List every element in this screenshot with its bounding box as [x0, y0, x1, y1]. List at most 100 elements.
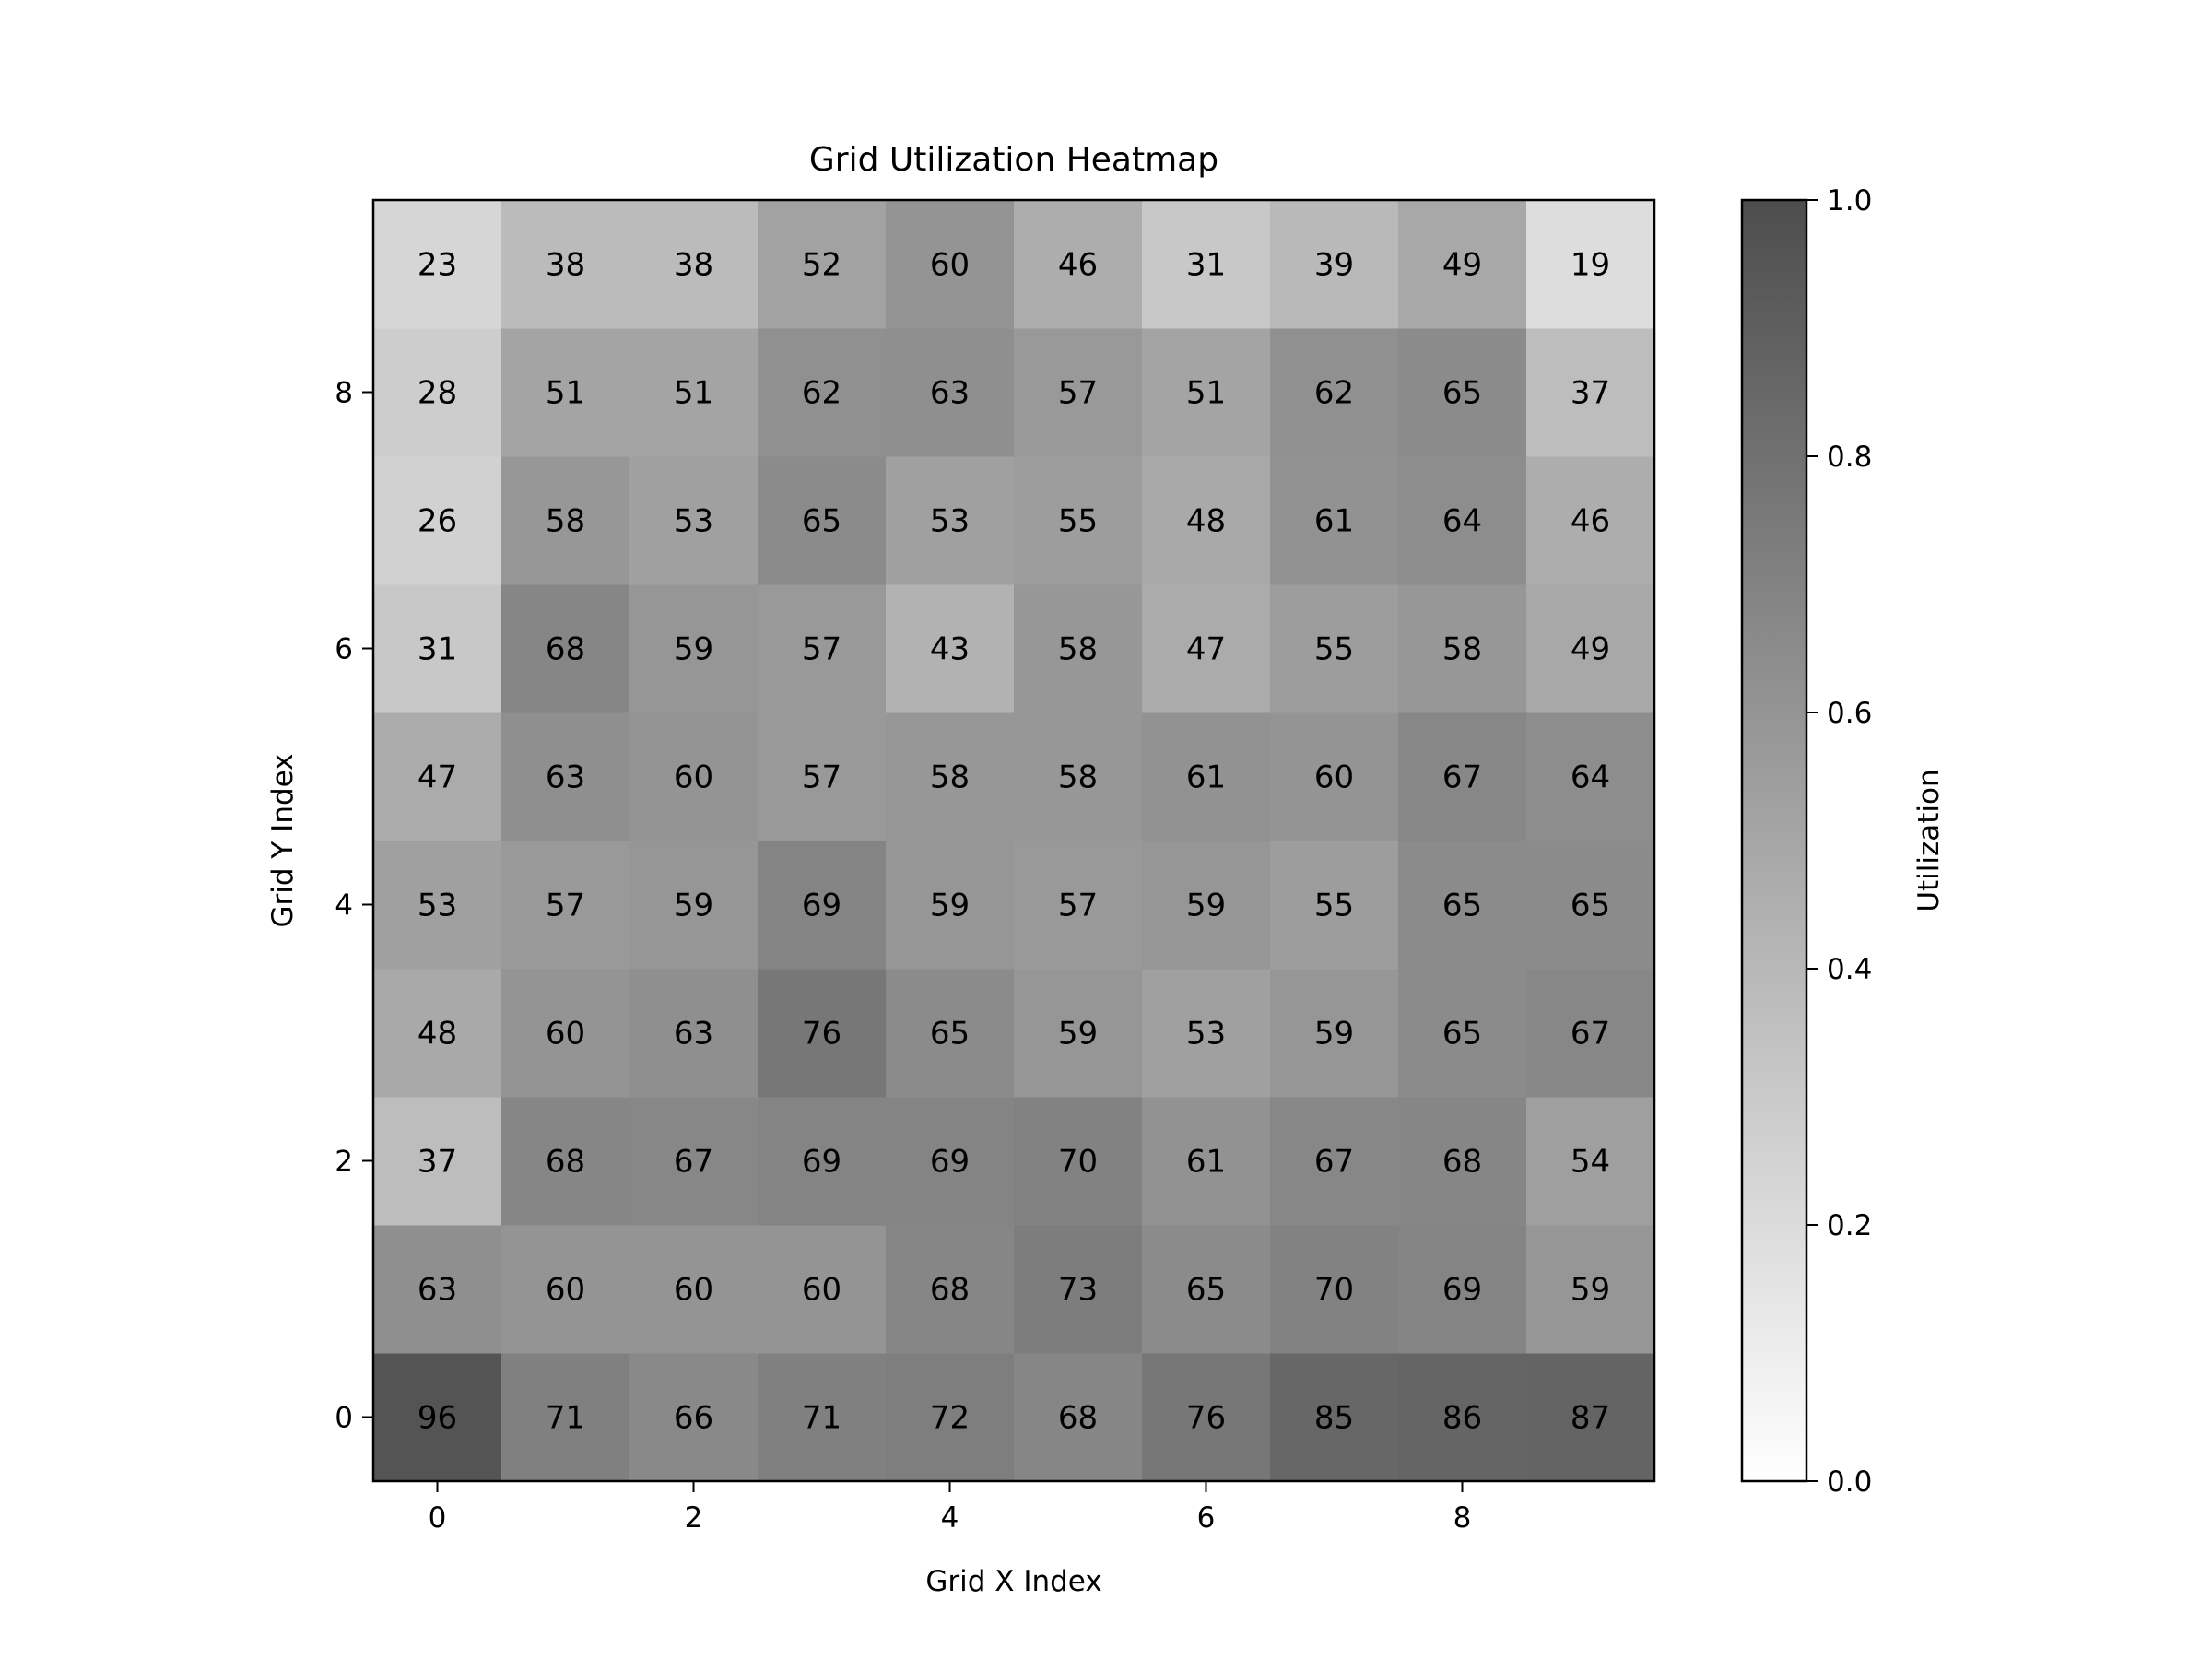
heatmap-cell-x2-y2	[629, 1097, 759, 1226]
heatmap-cell-x0-y0	[373, 1353, 502, 1482]
heatmap-cell-x9-y0	[1526, 1353, 1655, 1482]
heatmap-cell-x2-y0	[629, 1353, 759, 1482]
heatmap-cell-x1-y1	[501, 1225, 630, 1354]
cell-value-label: 68	[930, 1272, 970, 1309]
cell-value-label: 65	[930, 1016, 970, 1053]
cell-value-label: 59	[1314, 1016, 1354, 1053]
cell-value-label: 49	[1571, 631, 1610, 668]
cell-value-label: 72	[930, 1400, 970, 1437]
cell-value-label: 26	[418, 503, 457, 540]
heatmap-cell-x9-y8	[1526, 328, 1655, 457]
colorbar-ticks: 0.0 0.2 0.4 0.6 0.8 1.0	[1806, 184, 1872, 1499]
y-tick-label: 4	[335, 889, 353, 923]
cell-value-label: 57	[546, 888, 585, 924]
cell-value-label: 60	[546, 1272, 585, 1309]
heatmap-cell-x1-y4	[501, 841, 630, 970]
cell-value-label: 64	[1442, 503, 1482, 540]
cell-value-label: 43	[930, 631, 970, 668]
colorbar: 0.0 0.2 0.4 0.6 0.8 1.0 Utilization	[1740, 184, 1946, 1499]
colorbar-tick-label: 0.6	[1827, 697, 1872, 730]
cell-value-label: 96	[418, 1400, 457, 1437]
heatmap-cell-x7-y9	[1270, 200, 1399, 329]
cell-value-label: 62	[1314, 375, 1354, 412]
heatmap-cell-x6-y3	[1142, 969, 1271, 1098]
y-tick-label: 0	[335, 1402, 353, 1435]
cell-value-label: 65	[1442, 1016, 1482, 1053]
heatmap-cell-x5-y1	[1014, 1225, 1143, 1354]
cell-value-label: 54	[1571, 1144, 1610, 1181]
heatmap-cell-x5-y9	[1014, 200, 1143, 329]
heatmap-cell-x4-y9	[886, 200, 1015, 329]
cell-value-label: 58	[1058, 759, 1098, 796]
heatmap-cell-x3-y8	[758, 328, 887, 457]
heatmap-cell-x7-y5	[1270, 712, 1399, 841]
cell-value-label: 49	[1442, 247, 1482, 284]
heatmap-cell-x5-y3	[1014, 969, 1143, 1098]
heatmap-cell-x5-y8	[1014, 328, 1143, 457]
heatmap-cell-x2-y3	[629, 969, 759, 1098]
heatmap-cell-x5-y6	[1014, 584, 1143, 713]
colorbar-tick-label: 1.0	[1827, 184, 1872, 218]
heatmap-cell-x7-y8	[1270, 328, 1399, 457]
heatmap-cell-x0-y2	[373, 1097, 502, 1226]
cell-value-label: 85	[1314, 1400, 1354, 1437]
cell-value-label: 68	[546, 1144, 585, 1181]
cell-value-label: 61	[1186, 1144, 1226, 1181]
heatmap-cell-x7-y1	[1270, 1225, 1399, 1354]
y-tick-label: 2	[335, 1146, 353, 1179]
cell-value-label: 69	[802, 1144, 841, 1181]
cell-value-label: 62	[802, 375, 841, 412]
cell-value-label: 65	[1186, 1272, 1226, 1309]
cell-value-label: 70	[1058, 1144, 1098, 1181]
heatmap-cell-x6-y4	[1142, 841, 1271, 970]
heatmap-cell-x4-y5	[886, 712, 1015, 841]
cell-value-label: 76	[1186, 1400, 1226, 1437]
heatmap-cell-x6-y1	[1142, 1225, 1271, 1354]
colorbar-tick-label: 0.8	[1827, 441, 1872, 474]
cell-value-label: 53	[418, 888, 457, 924]
heatmap-cell-x8-y0	[1398, 1353, 1527, 1482]
plot-frame	[371, 198, 1656, 1483]
cell-value-label: 57	[802, 631, 841, 668]
heatmap-cell-x8-y5	[1398, 712, 1527, 841]
cell-value-label: 23	[418, 247, 457, 284]
heatmap-cell-x1-y6	[501, 584, 630, 713]
heatmap-cell-x2-y9	[629, 200, 759, 329]
cell-value-label: 60	[1314, 759, 1354, 796]
cell-value-label: 48	[1186, 503, 1226, 540]
cell-value-label: 46	[1058, 247, 1098, 284]
cell-value-label: 71	[802, 1400, 841, 1437]
x-tick-label: 4	[941, 1501, 959, 1535]
heatmap-cell-x9-y6	[1526, 584, 1655, 713]
cell-value-label: 87	[1571, 1400, 1610, 1437]
heatmap-cell-x3-y7	[758, 456, 887, 585]
cell-value-label: 58	[1058, 631, 1098, 668]
heatmap-cell-x8-y8	[1398, 328, 1527, 457]
heatmap-cell-x7-y7	[1270, 456, 1399, 585]
colorbar-label: Utilization	[1912, 769, 1946, 912]
cell-value-label: 57	[1058, 888, 1098, 924]
cell-value-label: 19	[1571, 247, 1610, 284]
cell-value-label: 53	[674, 503, 713, 540]
y-tick-label: 8	[335, 377, 353, 410]
cell-value-label: 58	[546, 503, 585, 540]
heatmap-cell-x0-y3	[373, 969, 502, 1098]
heatmap-cell-x6-y8	[1142, 328, 1271, 457]
heatmap-cell-x8-y2	[1398, 1097, 1527, 1226]
cell-value-label: 65	[1442, 888, 1482, 924]
heatmap-cell-x4-y3	[886, 969, 1015, 1098]
x-axis-label: Grid X Index	[925, 1565, 1101, 1598]
heatmap-cell-x6-y0	[1142, 1353, 1271, 1482]
heatmap-cell-x4-y8	[886, 328, 1015, 457]
heatmap-cell-x9-y9	[1526, 200, 1655, 329]
cell-value-label: 59	[1058, 1016, 1098, 1053]
cell-value-label: 64	[1571, 759, 1610, 796]
heatmap-cell-x8-y7	[1398, 456, 1527, 585]
cell-value-label: 55	[1314, 631, 1354, 668]
heatmap-cell-x5-y2	[1014, 1097, 1143, 1226]
cell-value-label: 55	[1058, 503, 1098, 540]
heatmap-cell-x2-y6	[629, 584, 759, 713]
cell-value-label: 59	[674, 888, 713, 924]
heatmap-cell-x2-y7	[629, 456, 759, 585]
cell-value-label: 68	[1442, 1144, 1482, 1181]
